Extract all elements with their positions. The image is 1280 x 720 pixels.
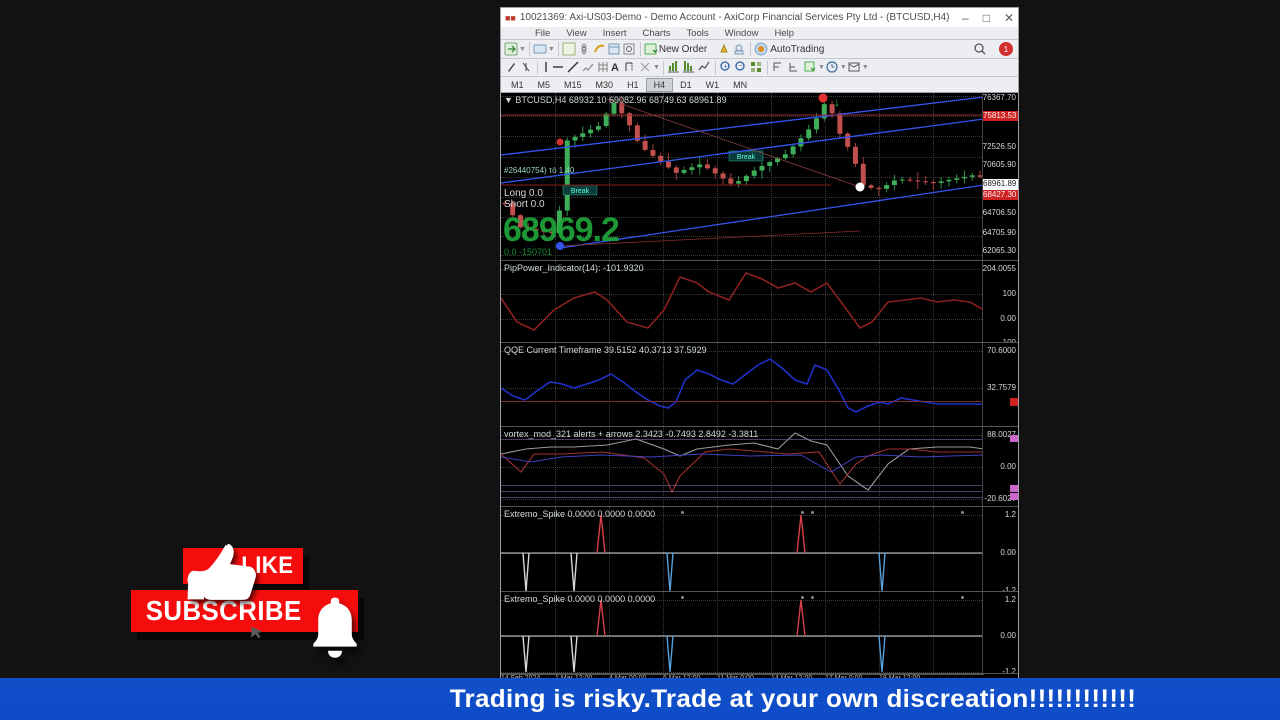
svg-text:Break: Break bbox=[737, 154, 756, 161]
svg-text:1: 1 bbox=[1004, 45, 1009, 54]
svg-text:−: − bbox=[738, 63, 742, 70]
svg-text:Break: Break bbox=[571, 188, 590, 195]
svg-text:+: + bbox=[723, 64, 727, 71]
svg-text:↓: ↓ bbox=[834, 95, 840, 109]
svg-text:A: A bbox=[611, 62, 619, 74]
